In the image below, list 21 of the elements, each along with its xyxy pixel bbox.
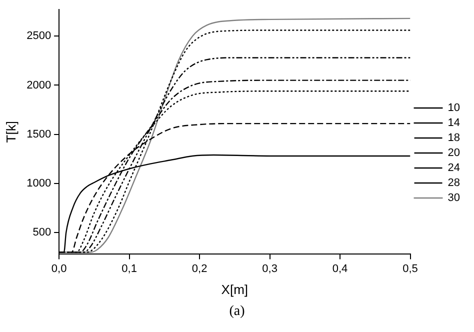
legend-label: 28 [448, 177, 460, 190]
y-tick-label: 1000 [26, 178, 52, 190]
x-axis-title: X[m] [221, 282, 248, 297]
y-axis-title: T[k] [3, 121, 18, 143]
legend-label: 10 [448, 102, 460, 114]
legend-label: 24 [448, 162, 460, 174]
legend-label: 18 [448, 132, 460, 144]
y-tick-label: 1500 [26, 128, 52, 140]
y-tick-label: 2000 [26, 79, 52, 92]
y-tick-label: 2500 [26, 30, 52, 42]
legend-label: 14 [448, 117, 460, 130]
text: (a) [228, 304, 246, 320]
legend-label: 30 [448, 192, 460, 204]
y-tick-label: 500 [32, 226, 52, 239]
x-tick-label: 0,4 [332, 262, 348, 275]
x-tick-label: 0,5 [402, 262, 418, 275]
x-tick-label: 0,2 [192, 262, 208, 275]
x-tick-label: 0,1 [122, 262, 137, 275]
legend-label: 20 [448, 147, 460, 160]
x-tick-label: 0,3 [262, 262, 278, 275]
x-tick-label: 0,0 [51, 262, 67, 275]
